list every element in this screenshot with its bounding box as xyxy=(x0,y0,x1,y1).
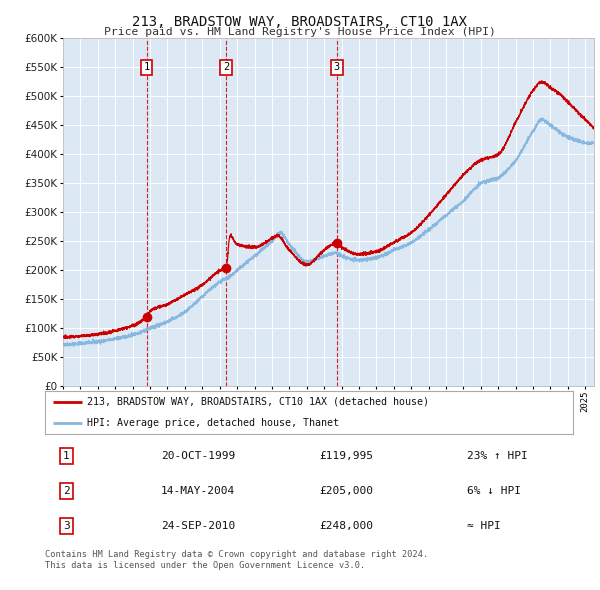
Text: 1: 1 xyxy=(143,63,149,73)
Text: 213, BRADSTOW WAY, BROADSTAIRS, CT10 1AX (detached house): 213, BRADSTOW WAY, BROADSTAIRS, CT10 1AX… xyxy=(87,397,429,407)
Text: 3: 3 xyxy=(63,521,70,531)
Text: 24-SEP-2010: 24-SEP-2010 xyxy=(161,521,235,531)
Text: 20-OCT-1999: 20-OCT-1999 xyxy=(161,451,235,461)
Text: Contains HM Land Registry data © Crown copyright and database right 2024.: Contains HM Land Registry data © Crown c… xyxy=(45,550,428,559)
Text: 1: 1 xyxy=(63,451,70,461)
Text: 2: 2 xyxy=(63,486,70,496)
Text: £119,995: £119,995 xyxy=(320,451,374,461)
Text: HPI: Average price, detached house, Thanet: HPI: Average price, detached house, Than… xyxy=(87,418,339,428)
Text: Price paid vs. HM Land Registry's House Price Index (HPI): Price paid vs. HM Land Registry's House … xyxy=(104,27,496,37)
Text: 2: 2 xyxy=(223,63,229,73)
Text: ≈ HPI: ≈ HPI xyxy=(467,521,501,531)
Text: This data is licensed under the Open Government Licence v3.0.: This data is licensed under the Open Gov… xyxy=(45,560,365,569)
Text: 3: 3 xyxy=(334,63,340,73)
Text: 14-MAY-2004: 14-MAY-2004 xyxy=(161,486,235,496)
Text: 213, BRADSTOW WAY, BROADSTAIRS, CT10 1AX: 213, BRADSTOW WAY, BROADSTAIRS, CT10 1AX xyxy=(133,15,467,29)
Text: £205,000: £205,000 xyxy=(320,486,374,496)
Text: 6% ↓ HPI: 6% ↓ HPI xyxy=(467,486,521,496)
Text: 23% ↑ HPI: 23% ↑ HPI xyxy=(467,451,528,461)
Text: £248,000: £248,000 xyxy=(320,521,374,531)
